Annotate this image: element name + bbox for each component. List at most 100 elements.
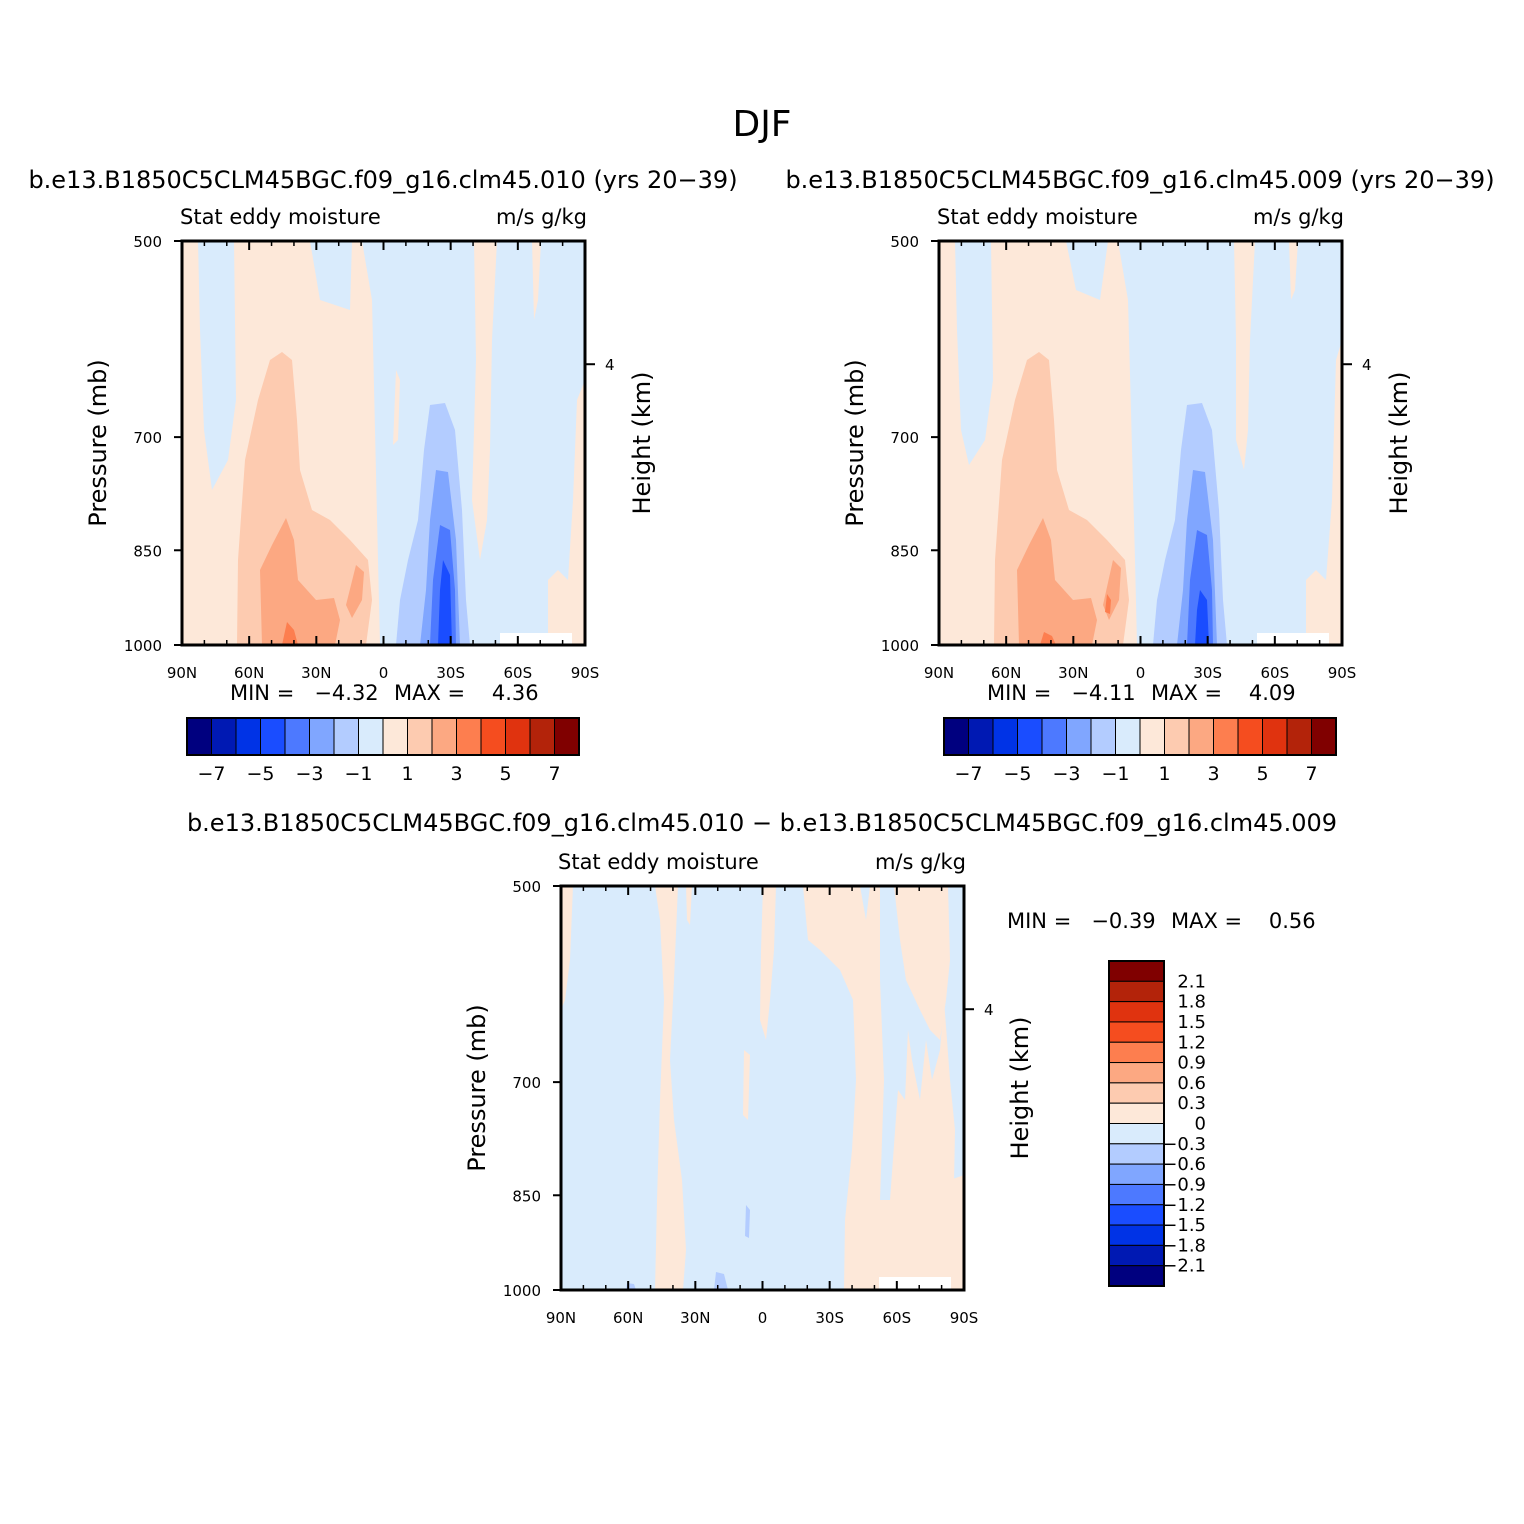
y-tick-label: 850 (133, 542, 162, 560)
colorbar-swatch (1164, 717, 1190, 756)
colorbar-swatch (1108, 1082, 1165, 1104)
panel-2-plot-area (939, 241, 1342, 645)
colorbar-swatch (1108, 1244, 1165, 1267)
colorbar-label: 1.2 (1177, 1032, 1206, 1053)
colorbar-swatch (943, 717, 969, 756)
colorbar-frame (943, 717, 1337, 756)
colorbar-swatch (1213, 717, 1239, 756)
y-tick-label: 500 (890, 233, 919, 251)
y-tick-label: 700 (890, 429, 919, 447)
panel-3-positive-region-25n (686, 886, 692, 925)
panel-2-axes: 90N 60N 30N 0 30S 60S 90S 500 700 850 1000 4 (881, 233, 1372, 682)
colorbar-swatch (431, 717, 457, 756)
colorbar-label: −5 (1003, 763, 1031, 785)
panel-1-positive-region-mid (393, 370, 400, 445)
panel-3-title: b.e13.B1850C5CLM45BGC.f09_g16.clm45.010 … (187, 809, 1337, 837)
colorbar-swatch (211, 717, 237, 756)
x-tick-label: 90N (924, 664, 954, 682)
colorbar-label: 1.8 (1177, 992, 1206, 1013)
colorbar-swatch (480, 717, 506, 756)
panel-3-plot-area (561, 886, 964, 1290)
panel-1-positive-region-75s (532, 241, 541, 320)
colorbar-swatch (358, 717, 384, 756)
panel-1-plot-area (182, 241, 585, 645)
panel-1-negative-level-4 (438, 560, 452, 645)
colorbar-label: −1.2 (1162, 1195, 1206, 1216)
x-tick-label: 90S (1328, 664, 1357, 682)
colorbar-swatch (1090, 717, 1116, 756)
figure-title: DJF (732, 104, 791, 145)
colorbar-frame (186, 717, 580, 756)
x-tick-label: 0 (1136, 664, 1146, 682)
colorbar-swatch (260, 717, 286, 756)
colorbar-label: −3 (295, 763, 323, 785)
x-tick-label: 0 (758, 1309, 768, 1327)
x-tick-label: 30S (815, 1309, 844, 1327)
y-tick-label: 850 (512, 1187, 541, 1205)
panel-1-y-axis-label: Pressure (mb) (84, 359, 112, 526)
colorbar-swatch (1066, 717, 1092, 756)
colorbar-label: −7 (197, 763, 225, 785)
panel-1-axes: 90N 60N 30N 0 30S 60S 90S 500 700 850 1000 4 (124, 233, 615, 682)
panel-1-level-2-region (260, 518, 340, 645)
colorbar-label: 0.3 (1177, 1093, 1206, 1114)
panel-3-min-stat: MIN = −0.39 (1007, 909, 1156, 933)
colorbar-swatch (1108, 1001, 1165, 1023)
panel-2-units-label: m/s g/kg (1253, 205, 1344, 229)
panel-1-colorbar: −7 −5 −3 −1 1 3 5 7 (186, 717, 580, 785)
y-tick-label: 500 (133, 233, 162, 251)
colorbar-label: −1 (344, 763, 372, 785)
x-tick-label: 30N (1058, 664, 1088, 682)
colorbar-swatch (407, 717, 433, 756)
panel-1-units-label: m/s g/kg (496, 205, 587, 229)
colorbar-label: −7 (954, 763, 982, 785)
colorbar-swatch (1108, 1123, 1165, 1145)
colorbar-swatch (382, 717, 408, 756)
x-tick-label: 60N (234, 664, 264, 682)
colorbar-label: 5 (499, 763, 511, 785)
panel-3-minor-ticks (582, 886, 943, 1290)
panel-2: b.e13.B1850C5CLM45BGC.f09_g16.clm45.009 … (785, 166, 1494, 785)
colorbar-swatch (456, 717, 482, 756)
colorbar-swatch (309, 717, 335, 756)
x-tick-label: 90S (950, 1309, 979, 1327)
colorbar-swatch (1108, 1204, 1165, 1226)
x-tick-label: 60S (1261, 664, 1290, 682)
colorbar-swatch (1108, 1163, 1165, 1185)
panel-3-colorbar: 2.11.81.51.20.90.60.30−0.3−0.6−0.9−1.2−1… (1108, 960, 1206, 1287)
panel-1-level-2-region-b (346, 565, 364, 618)
panel-2-min-stat: MIN = −4.11 (987, 681, 1136, 705)
panel-2-left-label: Stat eddy moisture (937, 205, 1138, 229)
panel-1-positive-region-60s (472, 241, 497, 560)
colorbar-swatch (1188, 717, 1214, 756)
colorbar-swatch (992, 717, 1018, 756)
panel-3: b.e13.B1850C5CLM45BGC.f09_g16.clm45.010 … (187, 809, 1337, 1327)
colorbar-swatch (1108, 1021, 1165, 1043)
colorbar-label: 1 (1158, 763, 1170, 785)
panel-2-positive-region-75s (1289, 241, 1298, 300)
colorbar-label: −1 (1101, 763, 1129, 785)
colorbar-label: −0.9 (1162, 1174, 1206, 1195)
panel-2-minor-ticks (960, 241, 1321, 645)
panel-1-left-label: Stat eddy moisture (180, 205, 381, 229)
x-tick-label: 90N (167, 664, 197, 682)
colorbar-label: 0.6 (1177, 1073, 1206, 1094)
colorbar-label: 0.9 (1177, 1053, 1206, 1074)
colorbar-swatch (333, 717, 359, 756)
panel-3-negative-blob-2 (745, 1205, 750, 1238)
colorbar-swatch (186, 717, 212, 756)
colorbar-label: 7 (1305, 763, 1317, 785)
panel-1-right-axis-label: Height (km) (628, 372, 656, 515)
panel-2-level-2-region (1017, 518, 1097, 645)
x-tick-label: 60S (883, 1309, 912, 1327)
right-y-tick-label: 4 (984, 1001, 994, 1019)
colorbar-label: 2.1 (1177, 971, 1206, 992)
colorbar-swatch (1139, 717, 1165, 756)
panel-1-max-stat: MAX = 4.36 (394, 681, 539, 705)
panel-3-right-axis-label: Height (km) (1006, 1017, 1034, 1160)
right-y-tick-label: 4 (605, 356, 615, 374)
panel-3-y-axis-label: Pressure (mb) (463, 1004, 491, 1171)
x-tick-label: 30N (301, 664, 331, 682)
x-tick-label: 0 (379, 664, 389, 682)
